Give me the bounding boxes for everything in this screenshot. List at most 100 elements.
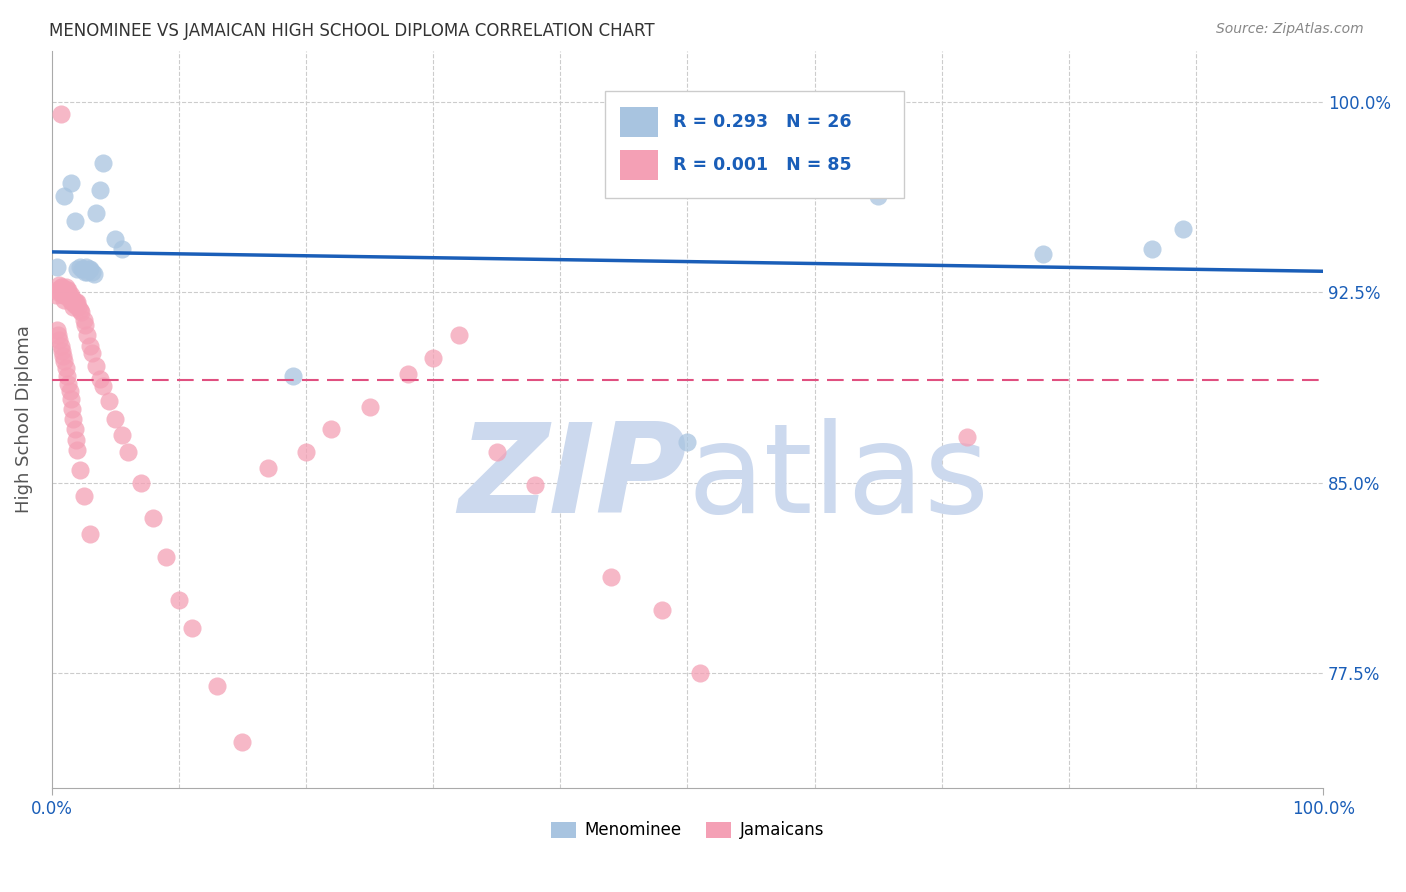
Point (53, 287, 76, 301)
Point (58, 384, 80, 399)
Point (49, 338, 72, 352)
Point (155, 549, 177, 564)
Point (111, 242, 134, 256)
Point (676, 435, 699, 450)
Legend: Menominee, Jamaicans: Menominee, Jamaicans (544, 814, 831, 846)
Point (52, 287, 75, 301)
Point (46, 285, 69, 300)
Point (76, 265, 98, 279)
Y-axis label: High School Diploma: High School Diploma (15, 326, 32, 513)
Point (89, 371, 111, 385)
Point (59, 290, 82, 304)
Point (1173, 221, 1195, 235)
Point (45, 287, 67, 301)
Point (65, 433, 87, 447)
Point (55, 361, 77, 376)
Point (58, 283, 80, 297)
Point (56, 369, 79, 384)
Point (75, 260, 97, 274)
Point (60, 402, 83, 417)
Point (82, 346, 104, 360)
Point (868, 188, 890, 202)
Point (84, 359, 107, 373)
Point (205, 679, 228, 693)
Point (66, 295, 89, 310)
Point (523, 478, 546, 492)
Point (67, 301, 90, 315)
Point (104, 412, 127, 426)
Bar (620, 150, 658, 179)
Point (51, 280, 73, 294)
Point (180, 621, 202, 635)
Bar (605, 91, 904, 198)
Point (77, 262, 100, 277)
Point (53, 188, 76, 202)
Point (485, 445, 508, 459)
Point (231, 735, 253, 749)
Point (84, 206, 107, 220)
Point (72, 489, 94, 503)
Point (79, 526, 101, 541)
Text: R = 0.001   N = 85: R = 0.001 N = 85 (673, 156, 852, 174)
Point (73, 265, 96, 279)
Point (70, 305, 93, 319)
Point (91, 379, 114, 393)
Point (73, 318, 96, 333)
Point (111, 427, 134, 442)
Point (63, 422, 86, 436)
Point (65, 295, 87, 310)
Point (48, 277, 70, 292)
Point (66, 442, 89, 457)
Point (651, 603, 673, 617)
Point (63, 295, 86, 310)
Point (69, 302, 91, 317)
Point (69, 463, 91, 477)
Point (66, 262, 89, 277)
Point (82, 265, 104, 279)
Point (56, 287, 79, 301)
Point (117, 445, 139, 459)
Point (58, 293, 80, 307)
Point (1140, 242, 1163, 256)
Point (59, 176, 82, 190)
Point (51, 283, 73, 297)
Point (447, 328, 470, 343)
Point (91, 155, 114, 169)
Point (52, 349, 75, 363)
Point (48, 334, 70, 348)
Point (89, 184, 111, 198)
Point (72, 262, 94, 277)
Point (45, 283, 67, 297)
Point (62, 412, 84, 426)
Point (55, 285, 77, 300)
Point (167, 592, 190, 607)
Point (55, 280, 77, 294)
Point (62, 301, 84, 315)
Point (63, 214, 86, 228)
Point (104, 232, 127, 246)
Point (295, 445, 318, 459)
Point (257, 460, 280, 475)
Point (63, 298, 86, 312)
Text: Source: ZipAtlas.com: Source: ZipAtlas.com (1216, 22, 1364, 37)
Point (46, 328, 69, 343)
Point (83, 268, 105, 282)
Text: atlas: atlas (688, 417, 990, 539)
Point (422, 351, 444, 366)
Point (45, 260, 67, 274)
Point (49, 107, 72, 121)
Point (59, 287, 82, 301)
Point (142, 511, 165, 525)
Point (283, 369, 305, 384)
Point (49, 280, 72, 294)
Point (56, 283, 79, 297)
Point (79, 262, 101, 277)
Point (97, 394, 120, 409)
Point (76, 328, 98, 343)
Point (58, 376, 80, 391)
Point (52, 285, 75, 300)
Point (58, 290, 80, 304)
Point (60, 295, 83, 310)
Point (72, 262, 94, 277)
Point (59, 392, 82, 406)
